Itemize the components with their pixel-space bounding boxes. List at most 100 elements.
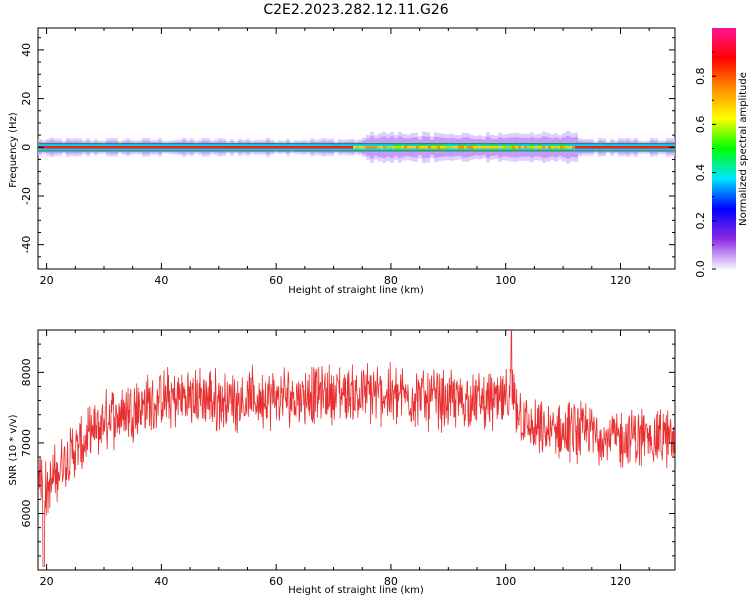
- band-core: [479, 145, 482, 149]
- band-core: [113, 145, 116, 149]
- band-core: [338, 145, 341, 149]
- colorbar-tick-label: 0.0: [694, 260, 707, 278]
- band-core: [512, 145, 515, 149]
- colorbar-tick-label: 0.4: [694, 164, 707, 182]
- band-core: [290, 145, 293, 149]
- band-core: [563, 145, 566, 149]
- spectrogram-x-ticks: 20 40 60 80 100 120: [40, 28, 650, 287]
- band-core: [416, 145, 419, 149]
- band-core: [59, 145, 62, 149]
- band-core: [359, 145, 362, 149]
- band-core: [443, 145, 446, 149]
- band-core: [404, 145, 407, 149]
- spectrogram-panel: 20 40 60 80 100 120 -40 -20 0 20 40 Height of str…: [8, 27, 676, 296]
- band-core: [608, 145, 611, 149]
- band-core: [527, 145, 530, 149]
- band-core: [236, 145, 239, 149]
- band-core: [554, 145, 557, 149]
- y-tick-label: -20: [20, 187, 33, 205]
- band-core: [131, 145, 134, 149]
- band-core: [278, 145, 281, 149]
- band-core: [611, 145, 614, 149]
- band-core: [326, 145, 329, 149]
- band-core: [500, 145, 503, 149]
- snr-axes: [37, 329, 676, 571]
- band-core: [572, 145, 575, 149]
- band-core: [566, 145, 569, 149]
- band-core: [551, 145, 554, 149]
- band-core: [155, 145, 158, 149]
- band-core: [497, 145, 500, 149]
- band-core: [311, 145, 314, 149]
- band-core: [341, 145, 344, 149]
- band-core: [557, 145, 560, 149]
- x-tick-label: 80: [384, 575, 398, 588]
- spectrogram-y-ticks: -40 -20 0 20 40: [20, 37, 675, 258]
- band-core: [449, 145, 452, 149]
- band-core: [119, 145, 122, 149]
- band-core: [86, 145, 89, 149]
- band-core: [284, 145, 287, 149]
- band-core: [200, 145, 203, 149]
- band-core: [281, 145, 284, 149]
- band-core: [665, 145, 668, 149]
- band-core: [104, 145, 107, 149]
- band-core: [539, 145, 542, 149]
- band-core: [122, 145, 125, 149]
- band-core: [74, 145, 77, 149]
- band-core: [71, 145, 74, 149]
- band-core: [218, 145, 221, 149]
- band-core: [212, 145, 215, 149]
- y-tick-label: 7000: [20, 429, 33, 457]
- band-core: [371, 145, 374, 149]
- band-core: [272, 145, 275, 149]
- band-core: [161, 145, 164, 149]
- colorbar-tick-label: 0.6: [694, 116, 707, 133]
- band-core: [542, 145, 545, 149]
- band-core: [263, 145, 266, 149]
- band-core: [407, 145, 410, 149]
- band-core: [173, 145, 176, 149]
- band-core: [578, 145, 581, 149]
- x-tick-label: 60: [269, 575, 283, 588]
- band-core: [614, 145, 617, 149]
- band-core: [626, 145, 629, 149]
- band-core: [623, 145, 626, 149]
- band-core: [476, 145, 479, 149]
- band-core: [83, 145, 86, 149]
- spectrogram-band: [38, 130, 675, 164]
- band-core: [521, 145, 524, 149]
- band-core: [287, 145, 290, 149]
- band-core: [302, 145, 305, 149]
- band-core: [458, 145, 461, 149]
- band-core: [605, 145, 608, 149]
- band-core: [299, 145, 302, 149]
- band-core: [209, 145, 212, 149]
- band-core: [221, 145, 224, 149]
- band-core: [128, 145, 131, 149]
- band-core: [275, 145, 278, 149]
- band-core: [50, 145, 53, 149]
- band-core: [644, 145, 647, 149]
- band-core: [176, 145, 179, 149]
- snr-x-label: Height of straight line (km): [288, 585, 424, 596]
- band-core: [56, 145, 59, 149]
- band-core: [305, 145, 308, 149]
- band-core: [491, 145, 494, 149]
- band-core: [662, 145, 665, 149]
- colorbar-ticks: 0.0 0.2 0.4 0.6 0.8: [694, 51, 716, 278]
- colorbar-tick-label: 0.2: [694, 212, 707, 230]
- band-core: [569, 145, 572, 149]
- snr-x-ticks: 20 40 60 80 100 120: [40, 330, 650, 588]
- y-tick-label: 40: [20, 43, 33, 57]
- band-core: [620, 145, 623, 149]
- band-core: [653, 145, 656, 149]
- band-core: [464, 145, 467, 149]
- band-core: [635, 145, 638, 149]
- band-core: [398, 145, 401, 149]
- band-core: [641, 145, 644, 149]
- band-core: [152, 145, 155, 149]
- snr-y-ticks: 6000 7000 8000: [20, 343, 675, 557]
- band-core: [596, 145, 599, 149]
